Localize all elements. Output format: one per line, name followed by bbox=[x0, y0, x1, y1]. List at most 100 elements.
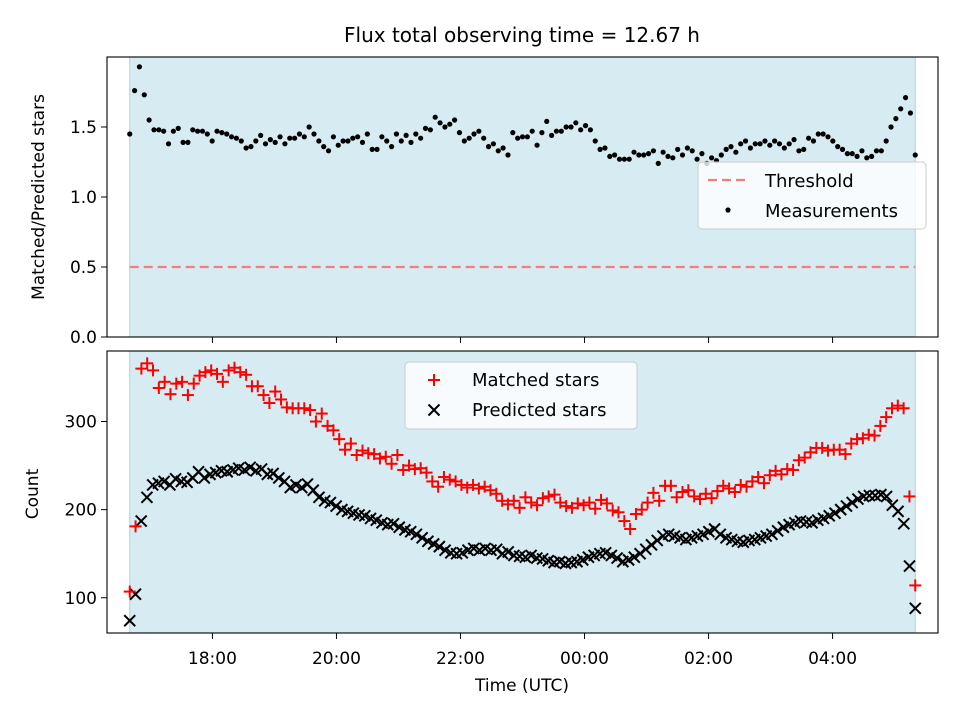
measurement-point bbox=[679, 152, 686, 158]
matched-star-point bbox=[420, 466, 433, 479]
legend-matched-swatch bbox=[428, 374, 440, 386]
measurement-point bbox=[684, 145, 690, 151]
measurement-point bbox=[873, 148, 880, 154]
measurement-point bbox=[471, 131, 477, 137]
measurement-point bbox=[762, 138, 768, 144]
matched-star-point bbox=[676, 486, 689, 498]
measurement-point bbox=[801, 146, 807, 152]
measurement-point bbox=[209, 138, 215, 144]
matched-star-point bbox=[891, 399, 904, 412]
predicted-star-point bbox=[845, 496, 859, 509]
measurement-point bbox=[534, 142, 540, 148]
count-y-ticks: 100 200 300 bbox=[65, 413, 107, 609]
count-x-ticks: 18:00 20:00 22:00 00:00 02:00 04:00 bbox=[188, 633, 857, 669]
measurement-point bbox=[195, 128, 201, 134]
measurement-point bbox=[432, 114, 438, 120]
predicted-star-point bbox=[840, 499, 853, 513]
matched-star-point bbox=[816, 441, 829, 454]
matched-star-point bbox=[589, 502, 602, 515]
measurement-point bbox=[820, 131, 826, 137]
measurement-point bbox=[883, 138, 889, 144]
matched-star-point bbox=[315, 407, 328, 420]
measurement-point bbox=[558, 128, 564, 134]
matched-star-point bbox=[216, 375, 229, 388]
matched-star-point bbox=[263, 396, 276, 409]
measurement-point bbox=[301, 134, 307, 140]
matched-star-point bbox=[624, 523, 637, 536]
measurement-point bbox=[825, 134, 831, 140]
predicted-star-point bbox=[272, 471, 286, 485]
measurement-point bbox=[665, 153, 671, 159]
measurement-point bbox=[214, 128, 220, 134]
measurement-point bbox=[830, 138, 836, 144]
matched-star-point bbox=[664, 479, 677, 492]
y-tick-label: 0.5 bbox=[70, 258, 97, 278]
matched-star-point bbox=[711, 485, 724, 498]
measurement-point bbox=[597, 146, 603, 152]
matched-star-point bbox=[123, 585, 136, 598]
legend-matched-label: Matched stars bbox=[472, 370, 599, 391]
measurement-point bbox=[248, 144, 254, 150]
measurement-point bbox=[292, 135, 298, 141]
measurement-point bbox=[175, 125, 181, 131]
x-tick-label: 02:00 bbox=[684, 649, 733, 669]
measurement-point bbox=[568, 124, 574, 130]
matched-star-point bbox=[618, 515, 631, 528]
measurement-point bbox=[490, 141, 497, 147]
predicted-star-point bbox=[897, 517, 911, 530]
measurement-point bbox=[199, 128, 206, 134]
predicted-star-point bbox=[134, 514, 148, 528]
count-axes-frame bbox=[106, 350, 939, 634]
matched-star-point bbox=[868, 429, 881, 442]
y-tick-label: 100 bbox=[65, 589, 97, 609]
measurement-point bbox=[810, 138, 817, 144]
measurement-point bbox=[127, 131, 133, 137]
measurement-point bbox=[655, 160, 661, 166]
y-tick-label: 300 bbox=[65, 413, 97, 433]
matched-star-point bbox=[548, 488, 561, 501]
measurement-point bbox=[316, 138, 322, 144]
legend-threshold-label: Threshold bbox=[764, 171, 854, 192]
measurement-point bbox=[374, 146, 380, 152]
measurement-point bbox=[253, 138, 259, 144]
measurement-point bbox=[529, 128, 535, 134]
count-legend: Matched stars Predicted stars bbox=[404, 361, 638, 430]
predicted-star-point bbox=[324, 496, 337, 509]
matched-star-point bbox=[240, 368, 253, 381]
measurement-point bbox=[131, 88, 138, 94]
measurement-point bbox=[510, 130, 516, 136]
matched-star-point bbox=[176, 375, 189, 388]
matched-star-point bbox=[757, 477, 770, 490]
predicted-star-point bbox=[415, 531, 429, 545]
predicted-star-point bbox=[501, 545, 515, 559]
ratio-y-ticks: 0.0 0.5 1.0 1.5 bbox=[70, 118, 107, 348]
x-tick-label: 04:00 bbox=[808, 649, 857, 669]
measurement-point bbox=[364, 131, 370, 137]
measurement-point bbox=[757, 141, 763, 147]
measurement-point bbox=[151, 127, 157, 133]
matched-star-point bbox=[536, 492, 549, 505]
matched-star-point bbox=[152, 382, 165, 395]
measurement-point bbox=[539, 130, 545, 136]
measurement-point bbox=[321, 144, 327, 150]
matched-star-point bbox=[903, 490, 916, 503]
matched-star-point bbox=[880, 411, 893, 424]
matched-star-point bbox=[798, 451, 811, 464]
measurement-point bbox=[325, 148, 332, 154]
predicted-star-point bbox=[909, 602, 922, 615]
measurement-point bbox=[495, 148, 501, 154]
predicted-star-point bbox=[140, 491, 154, 504]
legend-measurements-label: Measurements bbox=[765, 201, 898, 222]
measurement-point bbox=[476, 128, 482, 134]
predicted-star-point bbox=[433, 540, 446, 553]
matched-star-point bbox=[792, 454, 805, 467]
measurement-point bbox=[616, 156, 623, 162]
matched-star-point bbox=[635, 503, 648, 516]
predicted-star-point bbox=[771, 524, 784, 537]
measurement-point bbox=[738, 141, 744, 147]
legend-measurements-swatch bbox=[725, 207, 731, 213]
measurement-point bbox=[670, 155, 676, 161]
matched-star-point bbox=[461, 481, 474, 494]
measurement-point bbox=[452, 117, 458, 123]
measurement-point bbox=[180, 139, 186, 145]
